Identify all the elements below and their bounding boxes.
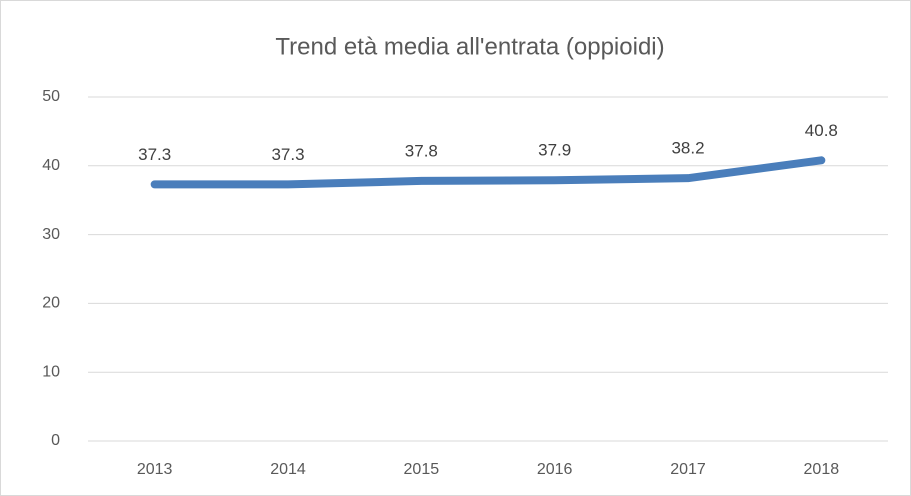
y-tick-label: 10 (42, 363, 60, 380)
data-label: 40.8 (805, 121, 838, 140)
x-tick-label: 2018 (804, 461, 840, 478)
x-tick-label: 2015 (404, 461, 440, 478)
data-label: 37.3 (138, 145, 171, 164)
data-label: 37.8 (405, 141, 438, 160)
x-tick-label: 2017 (670, 461, 706, 478)
y-tick-label: 20 (42, 295, 60, 312)
data-label: 37.3 (271, 145, 304, 164)
y-tick-label: 30 (42, 226, 60, 243)
data-label: 38.2 (671, 139, 704, 158)
x-tick-label: 2013 (137, 461, 173, 478)
chart-title: Trend età media all'entrata (oppioidi) (275, 33, 664, 60)
data-line (150, 156, 826, 189)
y-tick-label: 50 (42, 88, 60, 105)
y-tick-label: 0 (51, 432, 60, 449)
y-tick-label: 40 (42, 157, 60, 174)
x-tick-label: 2014 (270, 461, 306, 478)
x-tick-label: 2016 (537, 461, 573, 478)
data-label: 37.9 (538, 141, 571, 160)
